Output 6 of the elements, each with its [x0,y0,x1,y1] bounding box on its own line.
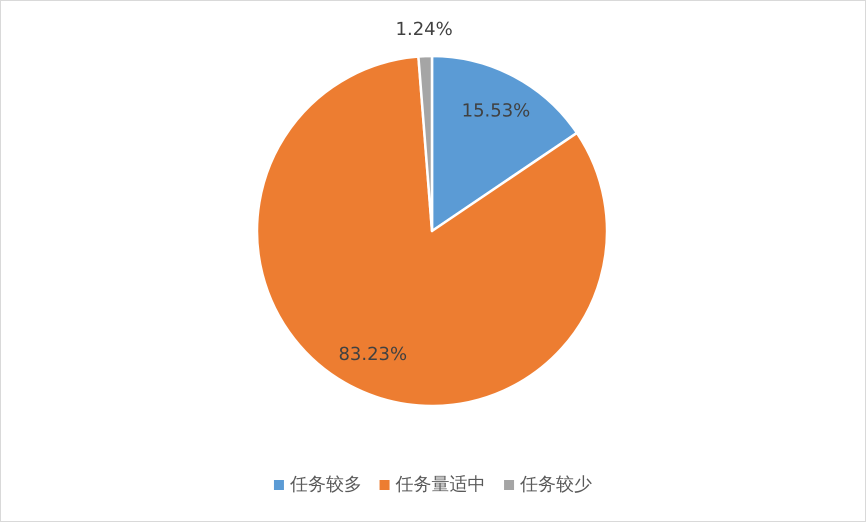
data-label: 15.53% [462,100,530,122]
data-label: 83.23% [338,344,408,365]
data-label: 1.24% [396,19,453,40]
legend-label: 任务量适中 [394,474,486,495]
legend-label: 任务较少 [519,474,592,495]
legend-label: 任务较多 [288,474,362,495]
